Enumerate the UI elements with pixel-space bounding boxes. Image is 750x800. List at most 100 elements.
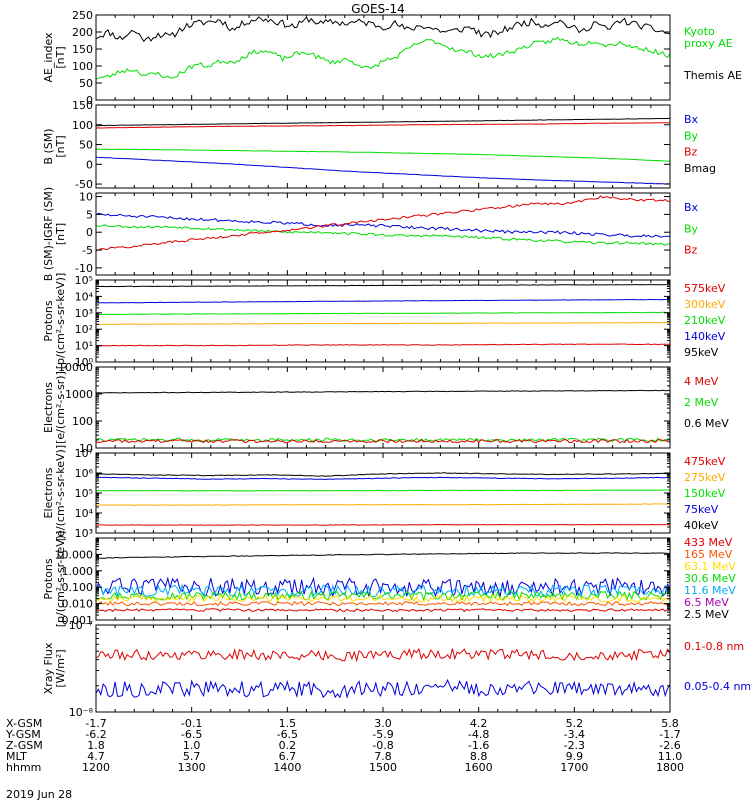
panel-electrons_low: 10³ 10⁴ 10⁵ 10⁶ 10⁷ Electrons [e/(cm²-s-sr-keV… <box>42 445 726 541</box>
x-axis-value: 6.7 <box>279 750 297 763</box>
legend-entry: 63.1 MeV <box>684 560 736 573</box>
x-axis-value: 4.7 <box>87 750 105 763</box>
x-axis-value: 1.8 <box>87 739 105 752</box>
y-axis-label: Electrons <box>42 467 55 518</box>
x-axis-value: 9.9 <box>566 750 584 763</box>
y-axis-label: [W/m²] <box>54 649 67 687</box>
x-axis-value: -6.2 <box>85 728 106 741</box>
legend-entry: 300keV <box>684 298 726 311</box>
legend-entry: Bz <box>684 244 698 257</box>
x-axis-value: -2.6 <box>659 739 680 752</box>
x-axis-value: -0.1 <box>181 717 202 730</box>
y-tick-label: 0 <box>86 158 93 171</box>
x-axis-value: 4.2 <box>470 717 488 730</box>
x-axis-value: 1400 <box>273 761 301 774</box>
legend-entry: 165 MeV <box>684 548 733 561</box>
y-axis-label: [e/(cm²-s-sr)] <box>54 371 67 444</box>
series-line-5 <box>96 343 670 347</box>
x-axis-table: X-GSM -1.7 -0.1 1.5 3.0 4.2 5.2 5.8 Y-GSM -6.2 -6.… <box>5 717 684 774</box>
x-axis-row-label: hhmm <box>6 761 41 774</box>
series-line-1 <box>96 552 670 559</box>
legend-entry: 75keV <box>684 503 719 516</box>
x-axis-row-label: Y-GSM <box>5 728 41 741</box>
series-line-3 <box>96 148 670 162</box>
x-axis-value: 8.8 <box>470 750 488 763</box>
x-axis-value: 1200 <box>82 761 110 774</box>
legend-entry: 0.05-0.4 nm <box>684 680 750 693</box>
y-tick-label: 50 <box>79 139 93 152</box>
x-axis-value: 1.0 <box>183 739 201 752</box>
legend-entry: 575keV <box>684 282 726 295</box>
y-tick-label: 0.100 <box>62 581 94 594</box>
x-axis-value: -0.8 <box>372 739 393 752</box>
legend-entry: 95keV <box>684 346 719 359</box>
panel-xray: 10⁻⁸ 10⁻⁷ Xray Flux [W/m²] 0.1-0.8 nm 0.05-0.… <box>42 619 750 719</box>
x-axis-value: -5.9 <box>372 728 393 741</box>
series-line-2 <box>96 476 670 481</box>
date-label: 2019 Jun 28 <box>6 788 72 800</box>
x-axis-value: 1500 <box>369 761 397 774</box>
series-line-5 <box>96 523 670 526</box>
legend-entry: 275keV <box>684 471 726 484</box>
x-axis-row-label: Z-GSM <box>6 739 43 752</box>
x-axis-value: 1.5 <box>279 717 297 730</box>
x-axis-value: -4.8 <box>468 728 489 741</box>
series-line-2 <box>96 576 670 599</box>
series-line-3 <box>96 489 670 492</box>
x-axis-value: 3.0 <box>374 717 392 730</box>
legend-entry: 4 MeV <box>684 375 719 388</box>
legend-entry: 0.6 MeV <box>684 417 729 430</box>
series-group <box>96 552 670 613</box>
legend-entry: 150keV <box>684 487 726 500</box>
x-axis-value: -6.5 <box>277 728 298 741</box>
legend-entry: 0.1-0.8 nm <box>684 640 744 653</box>
legend-entry: 433 MeV <box>684 536 733 549</box>
legend-entry: By <box>684 129 699 142</box>
legend-entry: 2 MeV <box>684 396 719 409</box>
x-axis-value: 5.2 <box>566 717 584 730</box>
x-axis-value: 1700 <box>560 761 588 774</box>
y-axis-label: [p/(cm²-s-sr-keV)] <box>54 531 67 628</box>
y-tick-label: 10³ <box>75 527 93 540</box>
y-tick-label: 1000 <box>65 388 93 401</box>
series-line-1 <box>96 117 670 127</box>
y-axis-label: [nT] <box>54 135 67 157</box>
y-tick-label: 10⁻⁷ <box>69 619 93 632</box>
x-axis-row-label: MLT <box>6 750 27 763</box>
y-axis-label: [nT] <box>54 46 67 68</box>
x-axis-value: 5.8 <box>661 717 679 730</box>
y-tick-label: 10⁶ <box>75 467 94 480</box>
y-tick-label: 0.010 <box>62 598 94 611</box>
x-axis-value: -1.6 <box>468 739 489 752</box>
series-group <box>96 472 670 526</box>
panel-bsm: -50 0 50 100 150 B (SM) [nT] Bx By Bz Bmag <box>42 99 716 191</box>
y-tick-label: -10 <box>75 262 93 275</box>
x-axis-value: -1.7 <box>659 728 680 741</box>
legend-entry: Bx <box>684 113 699 126</box>
y-tick-label: 10⁴ <box>75 290 94 303</box>
y-axis-label: [p/(cm²-s-sr-keV)] <box>54 273 67 370</box>
y-axis-label: B (SM)-IGRF (SM) <box>42 187 55 281</box>
y-tick-label: 100 <box>72 415 93 428</box>
legend-entry: Kyoto <box>684 25 715 38</box>
series-line-1 <box>96 472 670 477</box>
x-axis-value: -3.4 <box>564 728 585 741</box>
y-tick-label: 100 <box>72 60 93 73</box>
y-axis-label: [nT] <box>54 223 67 245</box>
x-axis-value: 0.2 <box>279 739 297 752</box>
series-group <box>96 117 670 185</box>
legend-entry: 210keV <box>684 314 726 327</box>
legend-entry: 30.6 MeV <box>684 572 736 585</box>
series-line-3 <box>96 311 670 316</box>
panel-protons_low: 10⁰ 10¹ 10² 10³ 10⁴ 10⁵ Protons [p/(cm²-s-sr-ke… <box>42 273 726 370</box>
y-tick-label: 10⁵ <box>75 274 93 287</box>
y-tick-label: 10⁵ <box>75 487 93 500</box>
y-tick-label: 10 <box>79 191 93 204</box>
series-line-4 <box>96 156 670 185</box>
y-tick-label: 50 <box>79 77 93 90</box>
y-tick-label: -5 <box>82 244 93 257</box>
